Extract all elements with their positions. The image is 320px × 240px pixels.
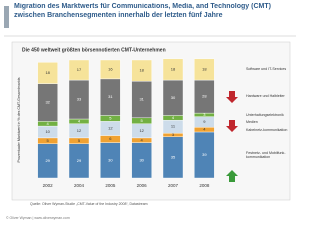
data-label: 30 xyxy=(171,95,176,100)
legend-label: Kabelnetz-kommunikation xyxy=(246,127,288,132)
data-label: 30 xyxy=(108,157,113,162)
data-label: 33 xyxy=(77,97,82,102)
bar-segment xyxy=(162,58,184,81)
data-label: 31 xyxy=(108,94,113,99)
legend-label: Unterhaltungselektronik xyxy=(246,112,284,117)
data-label: 16 xyxy=(108,67,113,72)
data-label: 5 xyxy=(47,138,50,143)
arrow-down xyxy=(226,120,238,132)
data-label: 12 xyxy=(139,128,144,133)
data-label: 12 xyxy=(108,126,113,131)
x-tick-label: 2008 xyxy=(199,183,210,188)
title-accent xyxy=(4,6,9,28)
source: Quelle: Oliver Wyman-Studie „CMT-Value o… xyxy=(30,202,148,206)
data-label: 35 xyxy=(171,154,176,159)
chart-subtitle: Die 450 weltweit größten börsennotierten… xyxy=(22,47,166,53)
legend-label: Medien xyxy=(246,119,258,124)
data-label: 17 xyxy=(77,67,82,72)
title-box: Migration des Marktwerts für Communicati… xyxy=(14,3,271,19)
data-label: 31 xyxy=(139,97,144,102)
legend-entry: Unterhaltungselektronik xyxy=(246,112,284,117)
legend-label: Festnetz- und Mobilfunk-kommunikation xyxy=(246,150,286,159)
data-label: 4 xyxy=(47,121,50,126)
data-label: 3 xyxy=(203,112,206,117)
x-tick-label: 2005 xyxy=(105,183,116,188)
legend-entry: Kabelnetz-kommunikation xyxy=(246,127,288,132)
y-axis-label: Prozentualer Marktwert in % des CMT-Gesa… xyxy=(17,77,21,162)
data-label: 28 xyxy=(202,94,207,99)
arrow-up xyxy=(226,170,238,182)
data-label: 11 xyxy=(171,124,176,129)
data-label: 5 xyxy=(78,138,81,143)
legend-entry: Hardware und Halbleiter xyxy=(246,94,285,99)
bar-segment xyxy=(37,62,58,84)
bar-segment xyxy=(194,58,215,81)
data-label: 18 xyxy=(45,70,50,75)
legend-entry: Medien xyxy=(246,119,258,124)
data-label: 4 xyxy=(203,127,206,132)
x-tick-label: 2006 xyxy=(137,183,148,188)
chart-title: Migration des Marktwerts für Communicati… xyxy=(14,3,271,19)
data-label: 29 xyxy=(45,158,50,163)
data-label: 5 xyxy=(109,115,112,120)
data-label: 6 xyxy=(109,136,112,141)
bar-segment xyxy=(100,59,121,80)
data-label: 4 xyxy=(172,115,175,120)
slide: Migration des Marktwerts für Communicati… xyxy=(4,3,296,220)
data-label: 4 xyxy=(78,118,81,123)
data-label: 12 xyxy=(77,128,82,133)
data-label: 32 xyxy=(45,100,50,105)
legend-entry: Festnetz- und Mobilfunk-kommunikation xyxy=(246,150,286,159)
data-label: 30 xyxy=(139,157,144,162)
bar-segment xyxy=(131,59,152,82)
footer: © Oliver Wyman | www.oliverwyman.com xyxy=(6,216,70,220)
legend-label: Hardware und Halbleiter xyxy=(246,94,285,99)
bar-segment xyxy=(68,59,90,81)
data-label: 29 xyxy=(77,158,82,163)
legend-label: Software und IT-Services xyxy=(246,67,287,72)
x-tick-label: 2004 xyxy=(74,183,85,188)
data-label: 18 xyxy=(139,68,144,73)
data-label: 39 xyxy=(202,152,207,157)
data-label: 9 xyxy=(203,119,206,124)
x-tick-label: 2007 xyxy=(168,183,179,188)
data-label: 10 xyxy=(45,129,50,134)
x-tick-label: 2002 xyxy=(43,183,54,188)
data-label: 4 xyxy=(141,137,144,142)
data-label: 5 xyxy=(141,118,144,123)
legend-entry: Software und IT-Services xyxy=(246,67,287,72)
data-label: 3 xyxy=(172,132,175,137)
data-label: 18 xyxy=(202,67,207,72)
data-label: 18 xyxy=(171,67,176,72)
arrow-down xyxy=(226,91,238,103)
